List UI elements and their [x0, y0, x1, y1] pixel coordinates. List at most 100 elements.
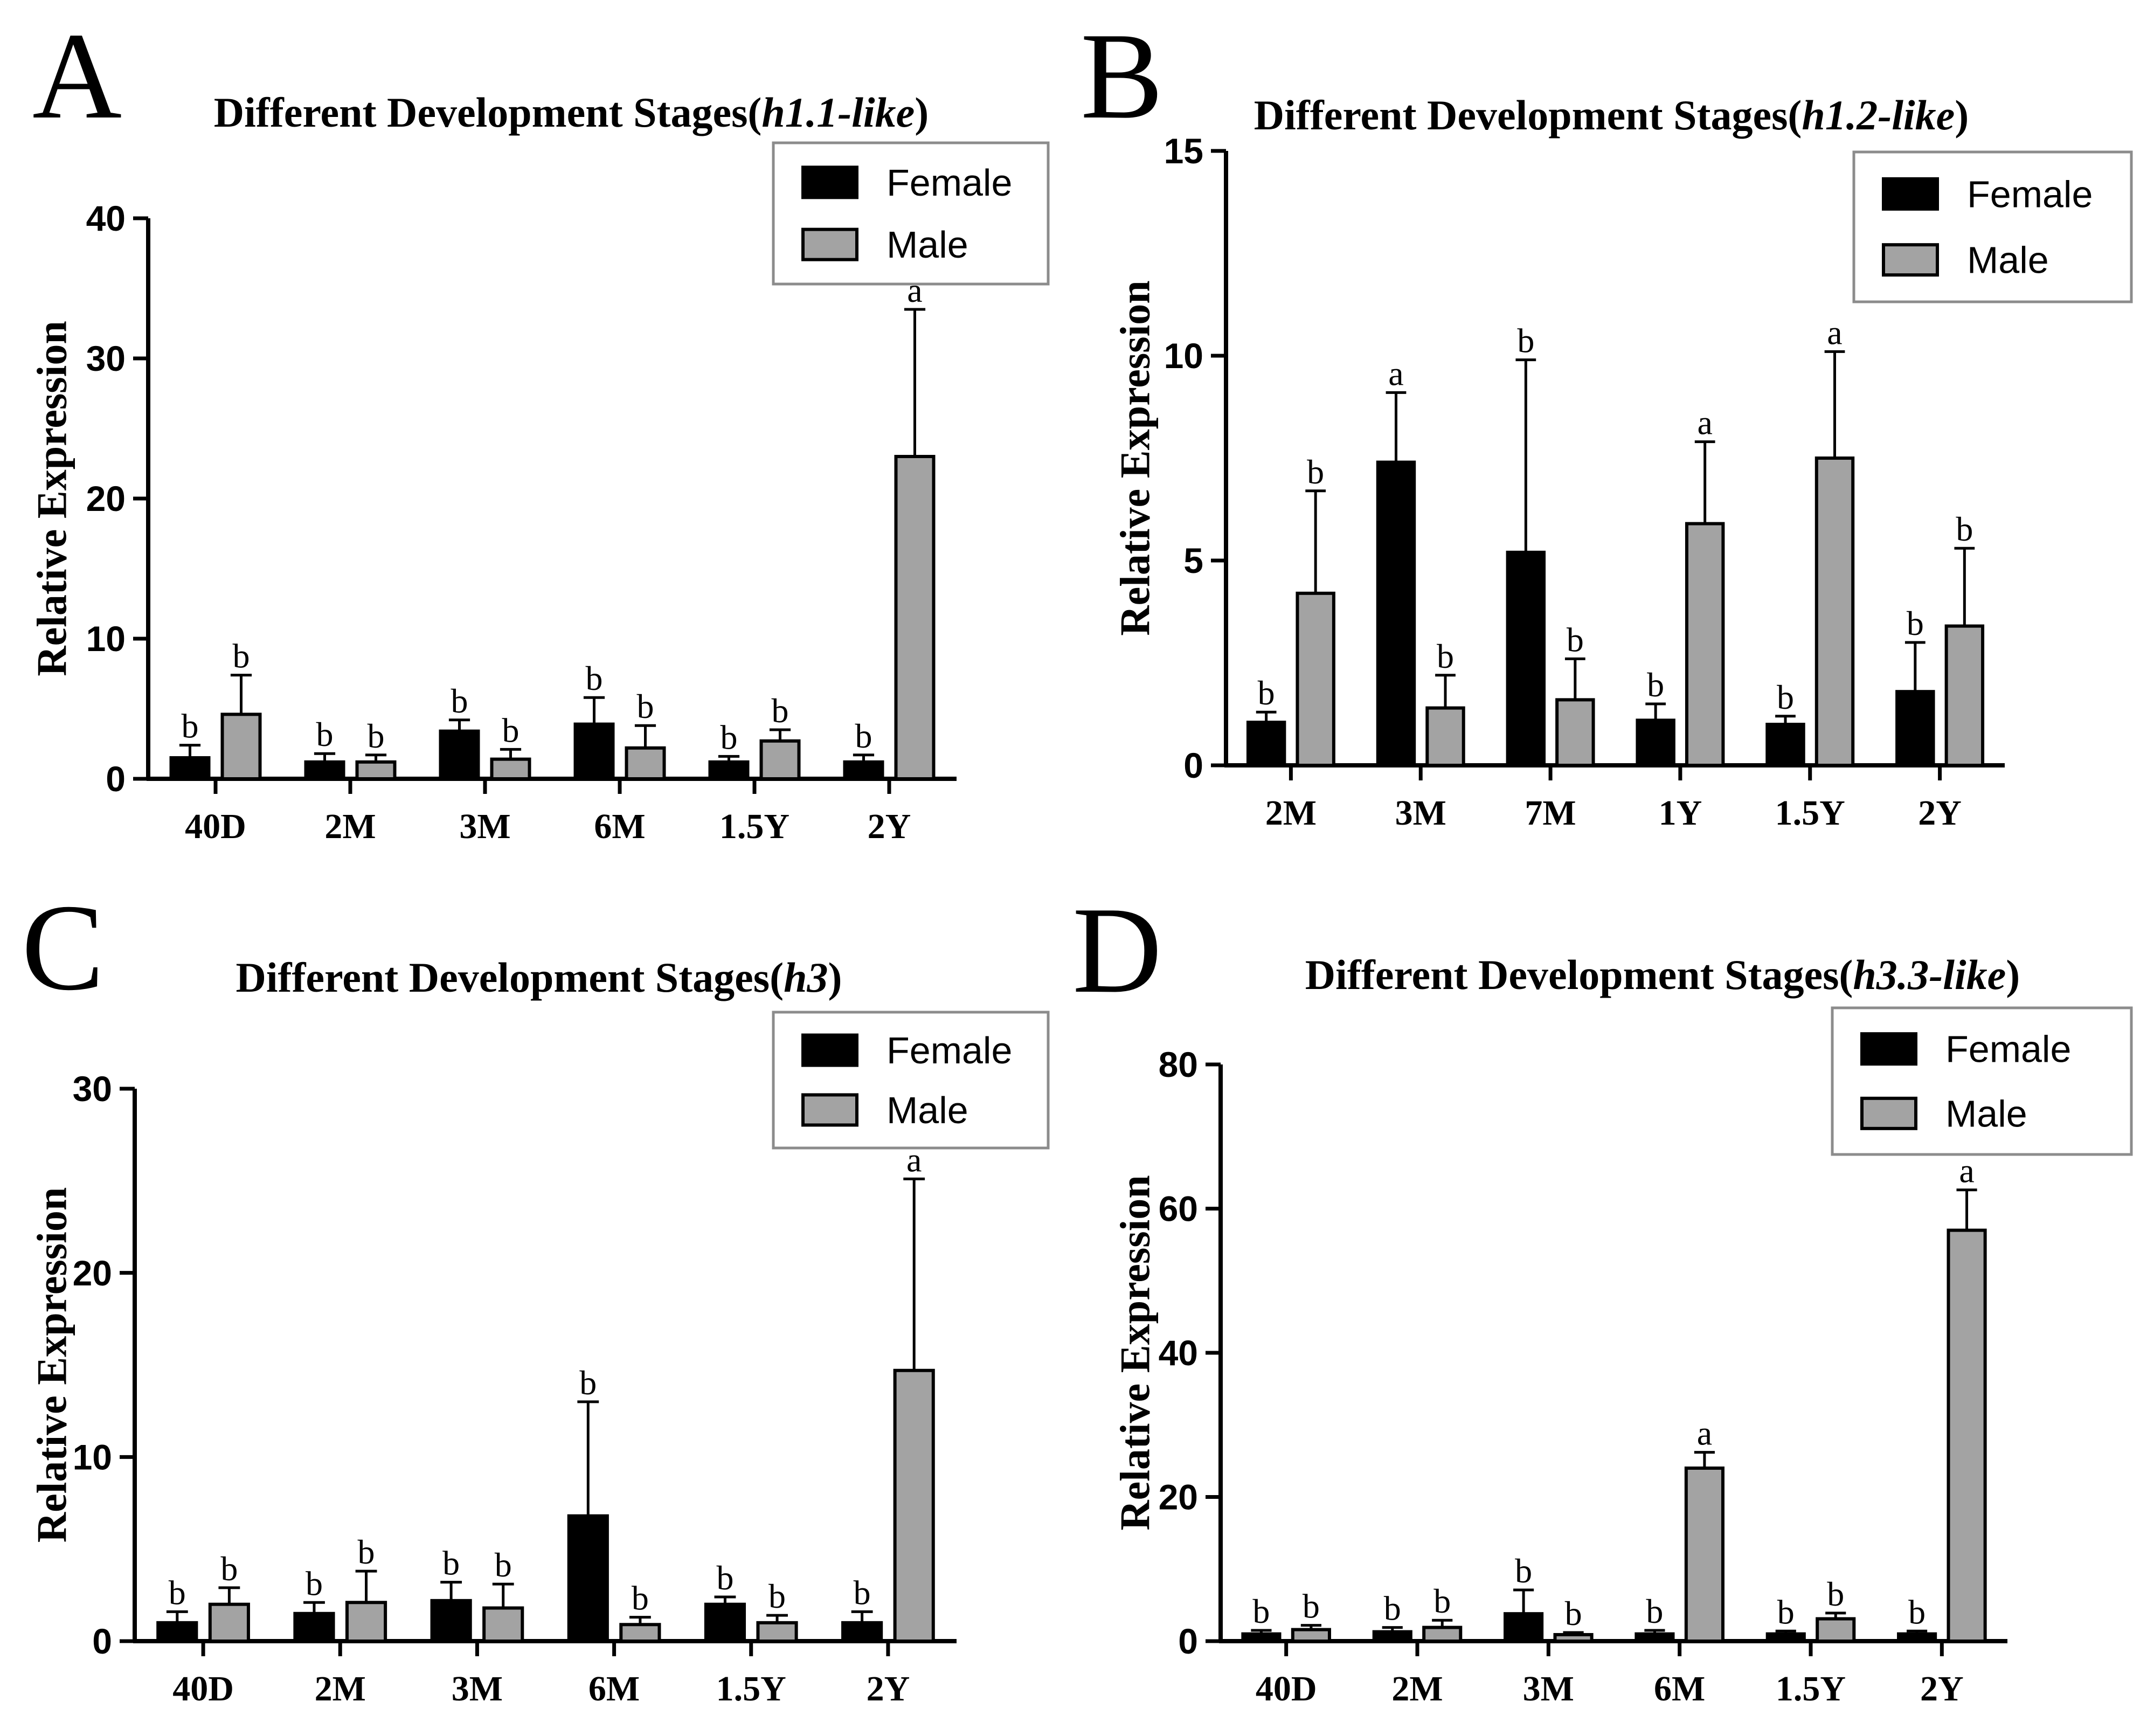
bar-male — [619, 1623, 661, 1643]
bar-male — [1422, 1626, 1463, 1643]
significance-label: b — [233, 637, 250, 675]
legend-label-male: Male — [1967, 239, 2049, 281]
y-tick-label: 0 — [1183, 745, 1203, 785]
bar-male — [1944, 624, 1985, 767]
legend-label-female: Female — [1967, 173, 2093, 215]
significance-label: b — [1437, 637, 1454, 675]
significance-label: b — [1384, 1589, 1401, 1628]
bar-female — [1506, 550, 1546, 767]
chart-title-gene: h1.1-like — [761, 89, 915, 136]
x-tick-label: 1Y — [1659, 793, 1702, 833]
significance-label: b — [306, 1564, 323, 1602]
significance-label: b — [1303, 1587, 1320, 1626]
significance-label: b — [586, 659, 603, 697]
significance-label: b — [1252, 1592, 1270, 1630]
significance-label: a — [1388, 354, 1403, 392]
legend-swatch-female — [801, 1033, 858, 1067]
significance-label: b — [1777, 678, 1794, 716]
bar-male — [345, 1601, 387, 1643]
bar-male — [355, 760, 397, 781]
bar-male — [1816, 1617, 1856, 1643]
y-axis-label: Relative Expression — [28, 321, 75, 676]
x-tick-label: 6M — [594, 807, 645, 846]
legend: Female Male — [1852, 150, 2133, 303]
chart-title: Different Development Stages(h3) — [236, 954, 842, 1001]
chart-title: Different Development Stages(h3.3-like) — [1305, 951, 2020, 998]
bar-male — [1685, 522, 1725, 767]
bar-female — [1246, 721, 1286, 767]
significance-label: b — [854, 1573, 871, 1611]
x-tick-label: 2M — [315, 1669, 366, 1709]
legend: Female Male — [772, 141, 1050, 286]
chart-panel-b: B Different Development Stages(h1.2-like)… — [1081, 7, 2133, 833]
chart-title-suffix: ) — [828, 954, 842, 1001]
bar-female — [704, 1602, 746, 1643]
x-tick-label: 40D — [1256, 1669, 1317, 1709]
x-tick-label: 2Y — [1918, 793, 1962, 833]
bar-female — [1372, 1630, 1412, 1643]
bar-male — [759, 739, 801, 781]
y-tick-label: 30 — [73, 1069, 112, 1109]
x-tick-label: 6M — [588, 1669, 640, 1709]
y-axis-label: Relative Expression — [28, 1187, 75, 1543]
bar-male — [1684, 1467, 1724, 1643]
chart-title-prefix: Different Development Stages( — [214, 89, 762, 136]
legend-label-male: Male — [886, 224, 968, 266]
y-tick-label: 60 — [1159, 1189, 1198, 1229]
x-tick-label: 1.5Y — [719, 807, 789, 846]
significance-label: b — [1433, 1582, 1451, 1620]
bar-female — [841, 1621, 883, 1643]
bar-female — [293, 1611, 335, 1643]
bar-male — [1814, 457, 1855, 767]
chart-title-suffix: ) — [915, 89, 929, 136]
y-tick-label: 10 — [73, 1437, 112, 1477]
significance-label: b — [1777, 1593, 1795, 1631]
bar-female — [430, 1599, 472, 1643]
x-tick-label: 1.5Y — [1776, 1669, 1846, 1709]
legend-label-male: Male — [886, 1089, 968, 1131]
y-tick-label: 20 — [73, 1253, 112, 1293]
significance-label: b — [772, 691, 789, 730]
legend-swatch-male — [801, 1093, 858, 1127]
chart-title-gene: h1.2-like — [1802, 92, 1955, 139]
x-tick-label: 3M — [459, 807, 510, 846]
legend-swatch-female — [801, 165, 858, 199]
significance-label: b — [768, 1577, 786, 1615]
significance-label: b — [579, 1364, 597, 1402]
legend-swatch-female — [1882, 177, 1939, 211]
x-tick-label: 7M — [1525, 793, 1576, 833]
bar-female — [843, 760, 884, 781]
panel-letter: A — [32, 7, 122, 144]
y-axis-label: Relative Expression — [1111, 280, 1158, 635]
panel-letter: C — [22, 879, 104, 1016]
significance-label: b — [721, 718, 738, 756]
bar-female — [156, 1621, 198, 1643]
bar-female — [708, 760, 750, 781]
bar-male — [756, 1621, 798, 1643]
bar-female — [1241, 1632, 1282, 1643]
significance-label: b — [169, 1573, 186, 1611]
bar-female — [1635, 1632, 1675, 1643]
y-tick-label: 10 — [86, 619, 126, 659]
y-tick-label: 20 — [86, 479, 126, 518]
y-tick-label: 0 — [92, 1621, 112, 1661]
y-tick-label: 80 — [1159, 1045, 1198, 1084]
legend-label-female: Female — [886, 162, 1012, 204]
bar-male — [625, 746, 666, 781]
y-axis-label: Relative Expression — [1111, 1175, 1158, 1530]
x-tick-label: 3M — [1523, 1669, 1574, 1709]
bar-female — [1376, 460, 1416, 767]
y-tick-label: 0 — [1178, 1621, 1198, 1661]
bar-male — [490, 757, 531, 780]
chart-title-prefix: Different Development Stages( — [236, 954, 784, 1001]
bar-male — [893, 1368, 935, 1643]
significance-label: a — [1959, 1152, 1974, 1190]
x-tick-label: 2Y — [1920, 1669, 1964, 1709]
significance-label: b — [442, 1544, 460, 1582]
significance-label: b — [451, 682, 468, 720]
y-tick-label: 15 — [1164, 131, 1203, 171]
panel-letter: D — [1072, 881, 1162, 1019]
y-tick-label: 10 — [1164, 336, 1203, 376]
chart-title-suffix: ) — [2006, 951, 2020, 998]
chart-title: Different Development Stages(h1.1-like) — [214, 89, 929, 136]
